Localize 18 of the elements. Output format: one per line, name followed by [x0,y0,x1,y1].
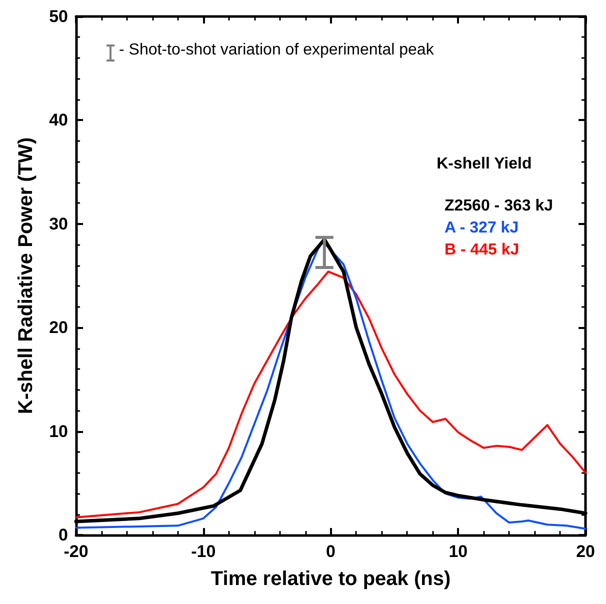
x-tick-label: -20 [64,542,88,561]
annotation: - Shot-to-shot variation of experimental peak [119,42,435,58]
x-axis-title: Time relative to peak (ns) [210,568,451,590]
y-tick-label: 0 [58,526,68,544]
x-tick-label: 10 [448,542,468,561]
x-tick-label: -10 [191,542,216,561]
x-tick-label: 20 [576,542,596,561]
y-tick-label: 10 [49,422,68,441]
y-tick-label: 30 [49,214,68,234]
y-tick-label: 20 [49,318,68,338]
text: B - 445 kJ [444,242,520,258]
legend-label: Z2560 - 363 kJ [444,198,554,214]
x-tick-label: 0 [326,542,336,561]
y-tick-label: 40 [49,110,68,130]
legend-title: K-shell Yield [436,156,532,172]
y-axis-title: K-shell Radiative Power (TW) [15,137,37,414]
text: A - 327 kJ [444,220,519,236]
y-tick-label: 50 [49,7,68,26]
